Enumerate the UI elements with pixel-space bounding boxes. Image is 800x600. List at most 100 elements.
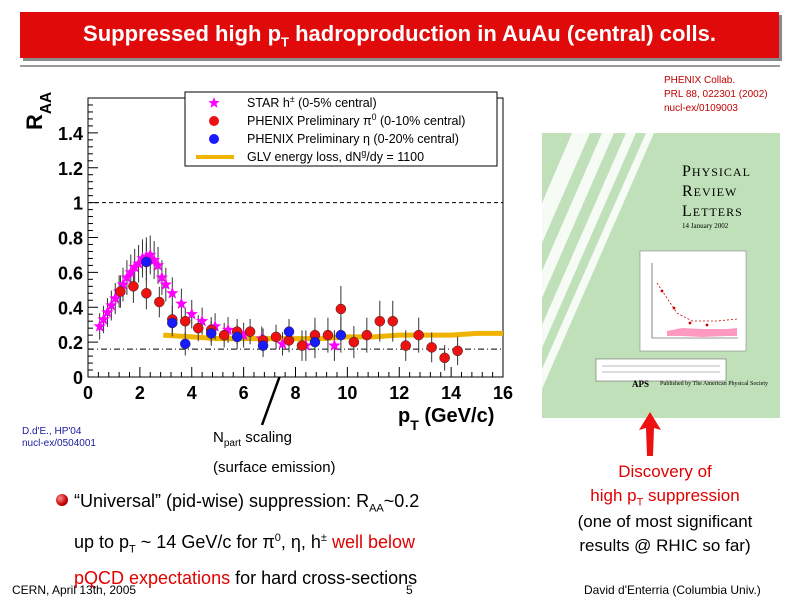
star-point: [120, 271, 134, 283]
legend-entry-1: STAR h± (0-5% central): [247, 94, 377, 110]
star-point: [93, 319, 106, 332]
legend-box: [184, 91, 498, 167]
pi0-point: [426, 342, 437, 353]
dde-line-2: nucl-ex/0504001: [22, 438, 96, 449]
significance-note: (one of most significant results @ RHIC …: [548, 510, 782, 558]
star-point: [128, 260, 141, 273]
x-tick-label: 16: [493, 383, 513, 403]
y-axis-title: RAA: [22, 92, 55, 130]
star-point: [97, 313, 110, 325]
pi0-point: [348, 336, 360, 348]
legend-eta-marker: [209, 134, 219, 144]
pi0-point: [192, 322, 204, 334]
eta-point: [180, 338, 191, 350]
star-point: [105, 299, 118, 311]
eta-point: [257, 340, 269, 351]
x-tick-label: 14: [441, 383, 461, 403]
star-point: [185, 307, 198, 320]
star-point: [155, 271, 169, 283]
x-tick-label: 4: [187, 383, 197, 403]
pi0-point: [322, 329, 334, 341]
star-point: [221, 323, 235, 336]
pi0-point: [452, 345, 463, 357]
pi0-point: [413, 329, 424, 341]
pi0-point: [374, 315, 386, 327]
y-tick-label: 0.2: [58, 333, 83, 353]
legend-star-marker: [208, 97, 220, 108]
npart-annotation: Npart scaling (surface emission): [213, 426, 336, 480]
journal-date: 14 January 2002: [682, 222, 729, 230]
journal-publisher: Published by The American Physical Socie…: [660, 381, 769, 387]
npart-scaling-label: Npart scaling: [213, 429, 292, 449]
significance-line-2: results @ RHIC so far): [579, 536, 751, 555]
star-point: [328, 339, 341, 351]
reference-line-3: nucl-ex/0109003: [664, 103, 738, 114]
x-tick-label: 10: [337, 383, 357, 403]
bullet-line-1: “Universal” (pid-wise) suppression: RAA~…: [74, 491, 420, 515]
x-axis-title: pT (GeV/c): [398, 405, 494, 433]
prl-cover-art: [542, 133, 747, 389]
discovery-label: Discovery of high pT suppression: [560, 460, 770, 514]
pi0-point: [180, 315, 191, 327]
page-title: Suppressed high pT hadroproduction in Au…: [83, 20, 716, 50]
y-tick-label: 1: [73, 194, 83, 214]
bullet-text: “Universal” (pid-wise) suppression: RAA~…: [74, 487, 544, 593]
star-point: [175, 297, 188, 309]
pi0-point: [439, 352, 450, 364]
pi0-point: [387, 315, 399, 327]
bullet-icon: [56, 494, 68, 506]
x-tick-label: 8: [290, 383, 300, 403]
journal-title-line-1: PHYSICAL: [682, 163, 751, 180]
star-point: [159, 278, 172, 290]
footer-venue: CERN, April 13th, 2005: [12, 583, 137, 597]
eta-point: [167, 317, 178, 329]
star-point: [116, 278, 130, 290]
npart-arrow-shaft: [260, 369, 284, 426]
pi0-point: [296, 340, 308, 351]
journal-title-line-3: LETTERS: [682, 203, 743, 220]
eta-point: [335, 329, 347, 341]
pi0-point: [335, 303, 347, 315]
x-tick-label: 2: [135, 383, 145, 403]
star-point: [140, 250, 153, 262]
eta-point: [141, 256, 152, 268]
reference-line-2: PRL 88, 022301 (2002): [664, 89, 768, 100]
dde-line-1: D.d'E., HP'04: [22, 426, 82, 437]
legend-entry-4: GLV energy loss, dNg/dy = 1100: [247, 148, 424, 164]
pi0-point: [400, 340, 411, 351]
pi0-point: [244, 326, 256, 337]
pi0-point: [270, 331, 282, 343]
pi0-point: [361, 329, 373, 341]
discovery-line-2: high pT suppression: [590, 486, 740, 509]
eta-point: [205, 328, 217, 339]
eta-point: [283, 326, 295, 337]
discovery-line-1: Discovery of: [618, 462, 712, 481]
star-point: [136, 251, 149, 264]
discovery-arrow: [639, 412, 661, 456]
reference: PHENIX Collab. PRL 88, 022301 (2002) nuc…: [664, 74, 768, 116]
legend-entry-2: PHENIX Preliminary π0 (0-10% central): [247, 112, 465, 128]
star-point: [151, 258, 165, 271]
eta-point: [309, 336, 321, 348]
star-point: [124, 265, 137, 278]
y-tick-label: 1.2: [58, 159, 83, 179]
star-point: [276, 337, 289, 350]
pi0-point: [141, 288, 152, 299]
legend-entry-3: PHENIX Preliminary η (0-20% central): [247, 132, 459, 146]
title-divider: [20, 65, 780, 67]
star-point: [101, 306, 114, 318]
title-bar: Suppressed high pT hadroproduction in Au…: [20, 12, 779, 58]
star-point: [208, 319, 222, 332]
reference-line-1: PHENIX Collab.: [664, 75, 736, 86]
dde-reference: D.d'E., HP'04 nucl-ex/0504001: [22, 426, 96, 450]
star-point: [109, 292, 122, 304]
legend-pi0-marker: [209, 116, 219, 126]
pi0-point: [115, 286, 126, 297]
star-point: [195, 314, 209, 327]
star-point: [166, 286, 179, 299]
x-tick-label: 12: [389, 383, 409, 403]
journal-title-line-2: REVIEW: [682, 183, 738, 200]
journal-title: PHYSICAL REVIEW LETTERS: [682, 162, 751, 222]
eta-point: [231, 331, 243, 343]
star-point: [144, 248, 157, 261]
